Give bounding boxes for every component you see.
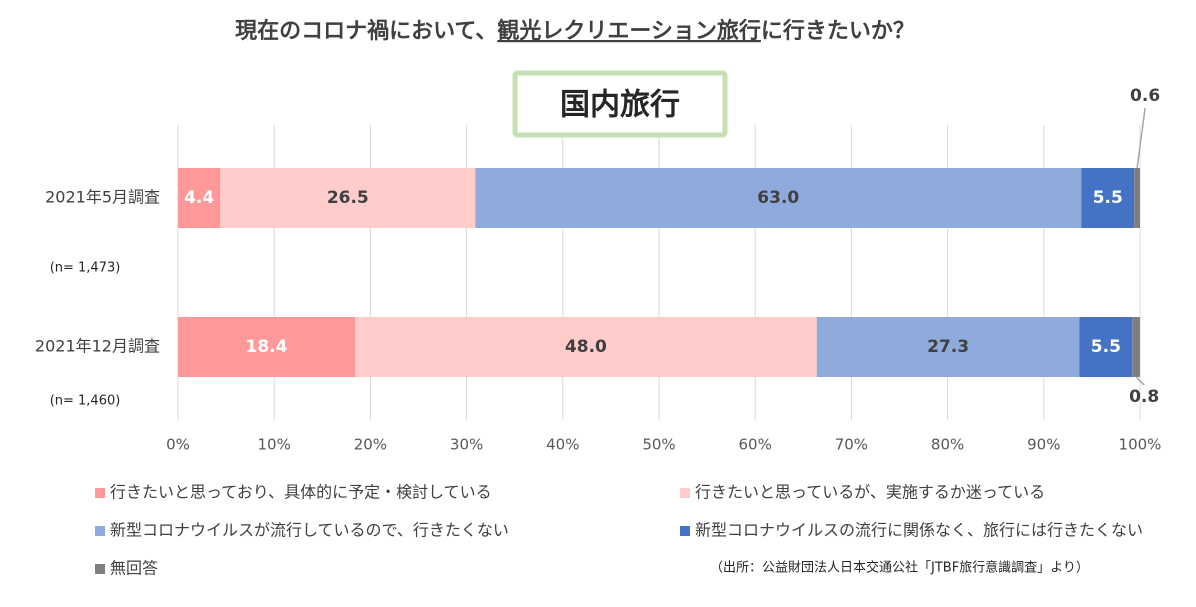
legend-label: 無回答 — [110, 559, 158, 578]
bar-segment — [475, 168, 1082, 228]
bar-segment — [1079, 317, 1133, 377]
x-tick-label: 50% — [642, 436, 675, 454]
chart-title: 現在のコロナ禍において、観光レクリエーション旅行に行きたいか？ — [235, 18, 915, 44]
value-label: 0.6 — [1130, 86, 1160, 106]
value-label: 4.4 — [184, 188, 214, 208]
subtitle: 国内旅行 — [560, 88, 680, 123]
legend-swatch — [680, 526, 690, 536]
legend-swatch — [680, 488, 690, 498]
source: （出所：公益財団法人日本交通公社「JTBF旅行意識調査」より） — [710, 560, 1089, 576]
x-tick-label: 10% — [258, 436, 291, 454]
x-tick-label: 100% — [1119, 436, 1162, 454]
bar-segment — [1134, 168, 1140, 228]
x-tick-label: 0% — [166, 436, 190, 454]
leader-line — [1136, 107, 1146, 169]
x-tick-label: 20% — [354, 436, 387, 454]
bar-segment — [816, 317, 1080, 377]
sample-size: (n= 1,460) — [50, 394, 121, 409]
legend-label: 行きたいと思っており、具体的に予定・検討している — [110, 483, 492, 502]
value-label: 48.0 — [565, 337, 607, 357]
x-tick-label: 40% — [546, 436, 579, 454]
value-label: 63.0 — [757, 188, 799, 208]
legend-swatch — [95, 488, 105, 498]
subtitle-box — [512, 70, 728, 138]
x-tick-label: 30% — [450, 436, 483, 454]
x-tick-label: 80% — [931, 436, 964, 454]
leader-line — [1135, 376, 1145, 386]
value-label: 27.3 — [927, 337, 969, 357]
legend-label: 行きたいと思っているが、実施するか迷っている — [695, 483, 1045, 502]
value-label: 0.8 — [1129, 387, 1159, 407]
value-label: 26.5 — [327, 188, 369, 208]
bar-segment — [220, 168, 476, 228]
x-tick-label: 70% — [835, 436, 868, 454]
y-tick-label: 2021年5月調査 — [45, 188, 160, 207]
legend-label: 新型コロナウイルスが流行しているので、行きたくない — [110, 521, 509, 540]
title-part: 観光レクリエーション旅行 — [497, 18, 761, 44]
y-tick-label: 2021年12月調査 — [35, 337, 160, 356]
title-part: に行きたいか？ — [761, 18, 915, 44]
sample-size: (n= 1,473) — [50, 261, 121, 276]
x-tick-label: 90% — [1027, 436, 1060, 454]
legend-swatch — [95, 564, 105, 574]
bar-segment — [1132, 317, 1140, 377]
value-label: 5.5 — [1091, 337, 1121, 357]
bar-segment — [1081, 168, 1135, 228]
title-part: 現在のコロナ禍において、 — [235, 18, 497, 44]
legend-swatch — [95, 526, 105, 536]
value-label: 18.4 — [246, 337, 288, 357]
bar-segment — [178, 317, 356, 377]
x-tick-label: 60% — [739, 436, 772, 454]
value-label: 5.5 — [1093, 188, 1123, 208]
bar-segment — [178, 168, 221, 228]
legend-label: 新型コロナウイルスの流行に関係なく、旅行には行きたくない — [695, 521, 1143, 540]
bar-segment — [355, 317, 817, 377]
